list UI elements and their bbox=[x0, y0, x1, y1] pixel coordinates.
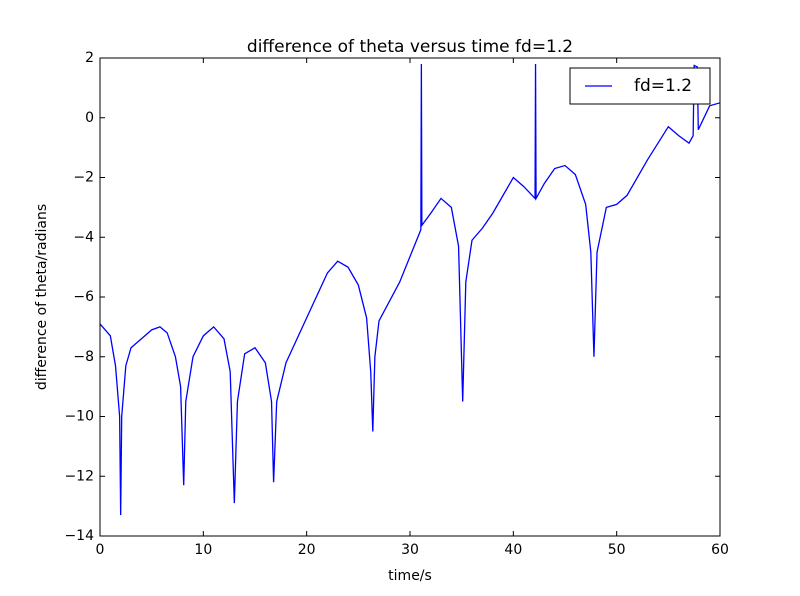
y-tick-label: 0 bbox=[85, 110, 94, 126]
x-tick-label: 50 bbox=[608, 542, 626, 558]
chart-title: difference of theta versus time fd=1.2 bbox=[247, 37, 573, 57]
x-tick-label: 10 bbox=[194, 542, 212, 558]
y-tick-label: −4 bbox=[73, 229, 94, 245]
x-tick-label: 30 bbox=[401, 542, 419, 558]
y-tick-label: −8 bbox=[73, 349, 94, 365]
y-axis-label: difference of theta/radians bbox=[34, 204, 50, 390]
data-line bbox=[99, 63, 721, 516]
plot-frame bbox=[99, 57, 721, 537]
x-tick-label: 20 bbox=[298, 542, 316, 558]
x-tick-label: 60 bbox=[711, 542, 729, 558]
y-tick-label: −12 bbox=[64, 468, 94, 484]
x-tick-label: 0 bbox=[96, 542, 105, 558]
y-tick-label: 2 bbox=[85, 50, 94, 66]
y-tick-label: −14 bbox=[64, 528, 94, 544]
y-tick-label: −10 bbox=[64, 409, 94, 425]
y-tick-label: −6 bbox=[73, 289, 94, 305]
x-axis-label: time/s bbox=[388, 568, 432, 584]
x-tick-label: 40 bbox=[504, 542, 522, 558]
legend-label: fd=1.2 bbox=[634, 76, 692, 96]
y-tick-label: −2 bbox=[73, 170, 94, 186]
